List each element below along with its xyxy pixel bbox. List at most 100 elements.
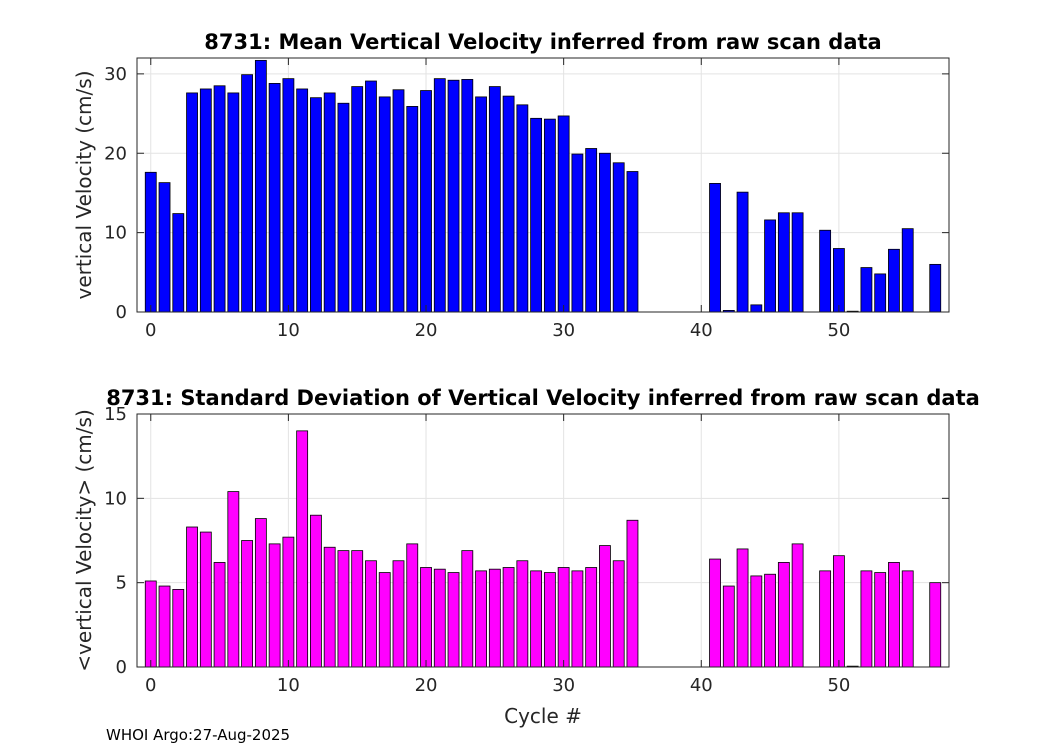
chart2-axes-frame (136, 413, 950, 668)
chart2-bar (832, 555, 845, 668)
chart2-bar (447, 572, 460, 668)
chart1-bar (241, 74, 254, 313)
chart2-bar (337, 550, 350, 668)
chart2-bar (323, 546, 336, 668)
chart2-bar (764, 573, 776, 668)
chart2-bar (433, 568, 446, 668)
chart2-title: 8731: Standard Deviation of Vertical Vel… (106, 386, 980, 410)
chart1-bar (351, 86, 364, 313)
chart2-bar (901, 570, 914, 668)
chart2-bar (530, 570, 543, 668)
chart1-y-tick-label: 30 (104, 64, 127, 85)
chart2-x-tick-label: 50 (827, 675, 850, 696)
chart2-bar (488, 568, 501, 668)
chart1-bar (819, 229, 832, 313)
chart1-bar (571, 153, 584, 313)
chart1-bar (461, 79, 474, 313)
chart1-bar (791, 212, 804, 313)
chart1-bar (860, 267, 873, 313)
chart2-bar (378, 572, 391, 668)
chart2-bar (888, 562, 900, 668)
chart2-bar (199, 531, 212, 668)
chart1-bar (929, 263, 942, 313)
chart1-y-tick-label: 10 (104, 223, 127, 244)
chart2-bar (310, 514, 322, 668)
chart2-bar (172, 589, 185, 668)
chart1-bar (530, 117, 543, 313)
chart2-bar (516, 560, 529, 668)
chart2-bar (254, 518, 267, 668)
chart2-bar (860, 570, 873, 668)
chart2-bar (874, 572, 887, 668)
chart1-y-tick-label: 0 (116, 302, 127, 323)
chart1-bar (172, 213, 185, 313)
chart1-x-tick-label: 40 (690, 320, 713, 341)
chart1-bar (144, 171, 157, 313)
chart1-bar (337, 102, 350, 313)
chart1-x-tick-label: 0 (145, 320, 156, 341)
chart2-x-tick-label: 20 (415, 675, 438, 696)
chart1-bar (378, 96, 391, 313)
chart2-bar (186, 526, 198, 668)
footer-stamp: WHOI Argo:27-Aug-2025 (106, 726, 291, 744)
chart2-bar (777, 562, 790, 668)
chart2-y-tick-label: 15 (104, 404, 127, 425)
chart2-bar (406, 543, 419, 668)
chart2-bar (365, 560, 377, 668)
chart1-bar (543, 118, 556, 313)
chart1-bar (227, 92, 240, 313)
chart1-bar (323, 92, 336, 313)
chart1-bar (901, 228, 914, 313)
chart2-bar (392, 560, 405, 668)
chart1-bar (213, 85, 226, 313)
chart2-bar (626, 519, 639, 668)
chart2-bar (791, 543, 804, 668)
chart1-bar (406, 106, 419, 313)
chart2-bar (543, 572, 556, 668)
chart2-y-axis-label: <vertical Velocity> (cm/s) (72, 409, 96, 672)
chart2-y-tick-label: 5 (116, 573, 127, 594)
chart2-bar (351, 550, 364, 668)
chart2-bar (585, 567, 598, 668)
chart1-bar (420, 90, 432, 313)
chart1-bar (488, 86, 501, 313)
chart1-x-tick-label: 50 (827, 320, 850, 341)
chart1-bar (626, 171, 639, 313)
chart1-bar (365, 80, 377, 313)
chart2-bar (599, 545, 611, 668)
chart2-bar (709, 558, 721, 668)
chart2-bar (296, 430, 309, 668)
chart1-x-tick-label: 20 (415, 320, 438, 341)
chart2-bar (571, 570, 584, 668)
chart2-bar (461, 550, 474, 668)
chart1-bar (874, 273, 887, 313)
chart1-y-tick-label: 20 (104, 143, 127, 164)
chart2-bar (213, 562, 226, 668)
chart1-bar (268, 83, 281, 313)
chart1-bar (612, 162, 625, 313)
chart2-bar (144, 580, 157, 668)
chart2-bar (722, 585, 735, 668)
chart1-title: 8731: Mean Vertical Velocity inferred fr… (204, 30, 881, 54)
chart2-bar (736, 548, 749, 668)
chart1-bar (502, 95, 515, 313)
chart2-bar (819, 570, 832, 668)
chart1-bar (888, 248, 900, 313)
chart2-x-axis-label: Cycle # (504, 704, 582, 728)
chart1-bar (433, 78, 446, 313)
chart1-bar (310, 97, 322, 313)
chart2-bar (420, 567, 432, 668)
chart1-x-tick-label: 30 (552, 320, 575, 341)
chart1-bar (254, 59, 267, 313)
chart2-y-tick-label: 10 (104, 488, 127, 509)
chart2-y-tick-label: 0 (116, 657, 127, 678)
chart1-bar (199, 88, 212, 313)
chart2-x-tick-label: 40 (690, 675, 713, 696)
chart1-bar (447, 79, 460, 313)
chart2-bar (227, 491, 240, 668)
chart1-bar (158, 182, 171, 313)
chart2-bar (557, 567, 570, 668)
chart1-x-tick-label: 10 (277, 320, 300, 341)
chart1-bar (296, 88, 309, 313)
